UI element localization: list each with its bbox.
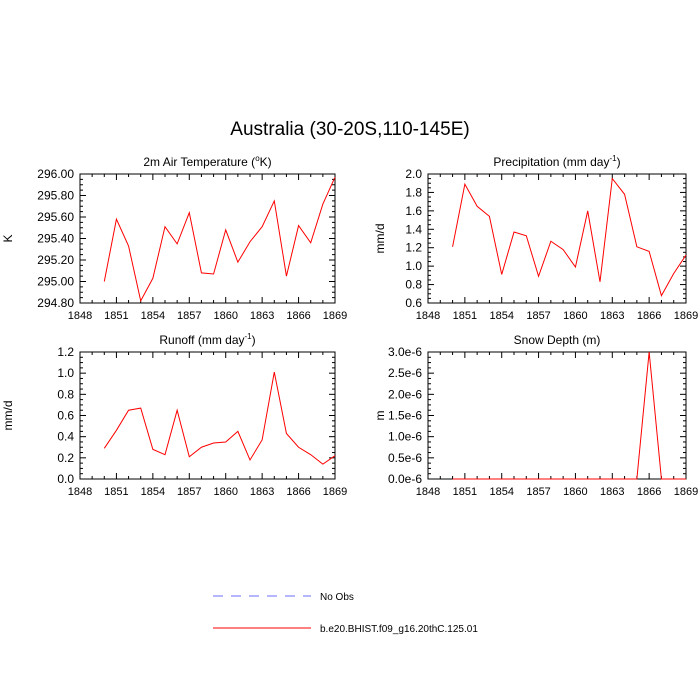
x-tick-label: 1851 [453,486,477,498]
y-tick-label: 0.6 [57,409,74,423]
panel-title: Snow Depth (m) [514,333,601,347]
panel-title-text: 2m Air Temperature ( [143,155,255,169]
x-tick-label: 1869 [674,310,698,322]
x-tick-label: 1848 [416,310,440,322]
y-tick-label: 1.8 [405,185,422,199]
panel-0: 2m Air Temperature (oK) K 1848 1851 1854 1857… [1,154,347,322]
panel-frame [79,351,336,480]
x-tick-label: 1869 [323,486,347,498]
series-line [452,177,687,297]
legend: No Obs b.e20.BHIST.f09_g16.20thC.125.01 [213,592,478,635]
x-tick-label: 1854 [141,310,165,322]
y-tick-label: 294.80 [37,296,74,310]
y-tick-label: 1.2 [405,241,422,255]
y-tick-label: 3.0e-6 [388,345,422,359]
panel-title-superscript: -1 [609,154,617,163]
series-line [103,372,336,465]
panel-title: 2m Air Temperature (oK) [143,154,271,169]
x-tick-label: 1851 [104,310,128,322]
y-tick-label: 0.8 [57,387,74,401]
x-tick-label: 1848 [68,486,92,498]
y-tick-label: 1.5e-6 [388,409,422,423]
y-tick-label: 1.4 [405,222,422,236]
panel-frame [427,173,687,304]
panels-layer: 2m Air Temperature (oK) K 1848 1851 1854 1857… [1,154,698,498]
y-axis-label: K [1,234,15,242]
x-tick-label: 1866 [637,310,661,322]
y-tick-label: 1.2 [57,345,74,359]
chart-title: Australia (30-20S,110-145E) [230,119,470,140]
y-tick-label: 2.0 [405,167,422,181]
x-tick-label: 1866 [286,486,310,498]
x-tick-label: 1863 [600,310,624,322]
panel-title-suffix: K) [260,155,272,169]
y-axis-label: mm/d [373,224,387,254]
x-tick-label: 1860 [213,486,237,498]
x-tick-label: 1851 [104,486,128,498]
y-axis-label: mm/d [1,401,15,431]
y-tick-label: 295.40 [37,232,74,246]
y-tick-label: 0.0 [57,472,74,486]
x-tick-label: 1857 [526,310,550,322]
y-tick-label: 0.2 [57,451,74,465]
series-line [452,351,686,480]
panel-title-text: Snow Depth (m) [514,333,601,347]
panel-title-suffix: ) [252,333,256,347]
x-tick-label: 1869 [674,486,698,498]
y-tick-label: 295.60 [37,210,74,224]
x-tick-label: 1854 [141,486,165,498]
y-tick-label: 0.8 [405,278,422,292]
panel-2: Runoff (mm day-1) mm/d 1848 1851 1854 1857 186… [1,332,347,498]
panel-title-text: Precipitation (mm day [493,155,609,169]
y-tick-label: 296.00 [37,167,74,181]
y-tick-label: 0.6 [405,296,422,310]
panel-title-suffix: ) [617,155,621,169]
y-axis-label: m [373,411,387,421]
x-tick-label: 1866 [637,486,661,498]
legend-label-model: b.e20.BHIST.f09_g16.20thC.125.01 [320,624,478,635]
y-tick-label: 0.0e-6 [388,472,422,486]
panel-title-superscript: -1 [245,332,253,341]
x-tick-label: 1860 [563,486,587,498]
x-tick-label: 1869 [323,310,347,322]
y-tick-label: 2.5e-6 [388,366,422,380]
x-tick-label: 1860 [213,310,237,322]
x-tick-label: 1863 [250,310,274,322]
x-tick-label: 1863 [600,486,624,498]
y-tick-label: 1.0 [57,366,74,380]
panel-title: Precipitation (mm day-1) [493,154,620,169]
x-tick-label: 1857 [177,486,201,498]
series-line [103,177,336,303]
x-tick-label: 1857 [526,486,550,498]
panel-3: Snow Depth (m) m 1848 1851 1854 1857 1860 1863 1… [373,333,698,498]
x-tick-label: 1854 [489,486,513,498]
x-tick-label: 1848 [68,310,92,322]
panel-1: Precipitation (mm day-1) mm/d 1848 1851 1854… [373,154,698,322]
y-tick-label: 1.6 [405,204,422,218]
y-tick-label: 2.0e-6 [388,387,422,401]
panel-title-text: Runoff (mm day [159,333,244,347]
y-tick-label: 0.5e-6 [388,451,422,465]
x-tick-label: 1857 [177,310,201,322]
panel-frame [79,173,336,304]
y-tick-label: 295.80 [37,189,74,203]
x-tick-label: 1860 [563,310,587,322]
panel-title-superscript: o [255,154,260,163]
x-tick-label: 1848 [416,486,440,498]
y-tick-label: 1.0 [405,259,422,273]
y-tick-label: 295.00 [37,275,74,289]
x-tick-label: 1854 [489,310,513,322]
y-tick-label: 0.4 [57,430,74,444]
x-tick-label: 1863 [250,486,274,498]
y-tick-label: 1.0e-6 [388,430,422,444]
x-tick-label: 1851 [453,310,477,322]
y-tick-label: 295.20 [37,253,74,267]
x-tick-label: 1866 [286,310,310,322]
legend-label-no-obs: No Obs [320,592,354,603]
panel-title: Runoff (mm day-1) [159,332,255,347]
